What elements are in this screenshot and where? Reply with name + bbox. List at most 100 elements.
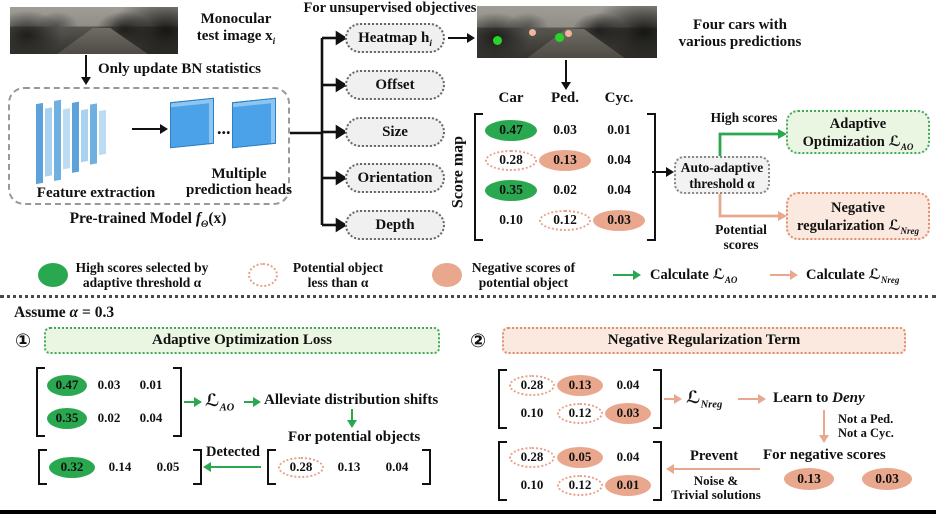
score-value: 0.04 bbox=[616, 448, 640, 464]
four-cars-label: Four cars with various predictions bbox=[678, 17, 802, 50]
score-value: 0.13 bbox=[337, 458, 361, 474]
arrow-down-icon bbox=[347, 409, 357, 428]
panel2-title: Negative Regularization Term bbox=[502, 327, 906, 354]
offset-box: Offset bbox=[345, 70, 445, 100]
high-scores-arrow-icon bbox=[718, 129, 787, 156]
score-value: 0.04 bbox=[616, 376, 640, 392]
score-value: 0.13 bbox=[784, 468, 834, 490]
pretrained-model-box bbox=[8, 87, 290, 205]
negative-score-legend-icon bbox=[432, 263, 462, 287]
monocular-test-image-label: Monocular test image xi bbox=[196, 11, 276, 47]
potential-detection-dot bbox=[529, 29, 536, 36]
score-value: 0.13 bbox=[539, 149, 591, 171]
prevent-matrix: 0.28 0.05 0.04 0.10 0.12 0.01 bbox=[498, 441, 662, 501]
arrow-down-icon bbox=[81, 55, 91, 85]
potential-objects-matrix: 0.28 0.13 0.04 bbox=[267, 449, 431, 485]
arrow-right-icon bbox=[132, 124, 168, 134]
score-value: 0.04 bbox=[385, 458, 409, 474]
score-value: 0.28 bbox=[509, 446, 555, 468]
arrow-right-icon bbox=[738, 394, 766, 404]
arrow-right-icon bbox=[448, 33, 475, 43]
potential-object-legend-icon bbox=[248, 263, 278, 287]
green-arrow-legend-icon bbox=[613, 270, 641, 280]
high-score-legend-label: High scores selected by adaptive threshol… bbox=[75, 260, 209, 290]
potential-detection-dot bbox=[565, 30, 572, 37]
pretrained-model-caption: Pre-trained Model fΘ(x) bbox=[69, 210, 227, 231]
score-value: 0.03 bbox=[553, 121, 577, 137]
score-value: 0.02 bbox=[97, 410, 121, 425]
score-value: 0.01 bbox=[607, 121, 631, 137]
assume-alpha-label: Assume α = 0.3 bbox=[14, 304, 115, 321]
lnreg-loss-label: ℒNreg bbox=[686, 388, 723, 411]
potential-scores-arrow-icon bbox=[718, 194, 787, 221]
section-divider bbox=[0, 295, 936, 298]
pink-arrow-legend-icon bbox=[770, 270, 798, 280]
score-value: 0.01 bbox=[139, 377, 163, 392]
arrow-right-icon bbox=[244, 397, 261, 407]
score-value: 0.35 bbox=[47, 408, 87, 429]
score-value: 0.13 bbox=[557, 374, 603, 396]
negative-regularization-box: Negative regularization ℒNreg bbox=[786, 192, 930, 240]
panel1-title: Adaptive Optimization Loss bbox=[44, 327, 440, 354]
not-ped-cyc-label: Not a Ped. Not a Cyc. bbox=[838, 412, 894, 440]
score-value: 0.28 bbox=[485, 149, 537, 171]
high-scores-matrix: 0.47 0.03 0.01 0.35 0.02 0.04 bbox=[36, 367, 182, 437]
car-detection-dot bbox=[493, 36, 502, 45]
heatmap-result-image bbox=[477, 6, 657, 58]
score-value: 0.04 bbox=[607, 151, 631, 167]
high-scores-label: High scores bbox=[710, 110, 778, 125]
score-value: 0.12 bbox=[557, 474, 603, 496]
score-value: 0.05 bbox=[156, 458, 180, 474]
auto-adaptive-threshold-box: Auto-adaptive threshold α bbox=[674, 156, 770, 194]
score-header-cyc: Cyc. bbox=[604, 90, 634, 106]
potential-scores-label: Potential scores bbox=[715, 222, 767, 252]
score-value: 0.28 bbox=[509, 374, 555, 396]
score-value: 0.03 bbox=[862, 468, 912, 490]
negative-score-chips: 0.13 0.03 bbox=[760, 467, 936, 491]
score-value: 0.28 bbox=[278, 456, 324, 478]
score-header-car: Car bbox=[498, 90, 524, 106]
branch-connector-lines bbox=[290, 30, 348, 233]
prediction-heads-label: Multiple prediction heads bbox=[186, 166, 292, 198]
learn-to-deny-label: Learn to Deny bbox=[773, 390, 865, 406]
panel2-number: ② bbox=[470, 330, 487, 352]
unsupervised-objectives-label: For unsupervised objectives bbox=[303, 0, 477, 16]
score-value: 0.47 bbox=[47, 375, 87, 396]
calculate-nreg-label: Calculate ℒNreg bbox=[806, 267, 900, 285]
prediction-head-1 bbox=[170, 97, 214, 149]
negative-scores-matrix: 0.28 0.13 0.04 0.10 0.12 0.03 bbox=[498, 369, 662, 429]
size-box: Size bbox=[345, 117, 445, 147]
score-map-headers: Car Ped. Cyc. bbox=[484, 90, 646, 107]
noise-trivial-label: Noise & Trivial solutions bbox=[671, 473, 761, 502]
feature-extraction-layers bbox=[36, 90, 106, 186]
score-map-matrix: 0.47 0.03 0.01 0.28 0.13 0.04 0.35 0.02 0.04 0.10… bbox=[474, 113, 656, 241]
feature-extraction-label: Feature extraction bbox=[36, 185, 156, 201]
score-value: 0.04 bbox=[607, 181, 631, 197]
score-value: 0.10 bbox=[520, 404, 544, 420]
for-potential-objects-label: For potential objects bbox=[288, 429, 421, 445]
negative-score-legend-label: Negative scores of potential object bbox=[471, 260, 576, 290]
score-value: 0.05 bbox=[557, 446, 603, 468]
bottom-rule bbox=[0, 510, 936, 514]
detected-label: Detected bbox=[206, 444, 260, 460]
score-value: 0.02 bbox=[553, 181, 577, 197]
car-detection-dot bbox=[555, 33, 564, 42]
detected-matrix: 0.32 0.14 0.05 bbox=[38, 449, 202, 485]
score-header-ped: Ped. bbox=[551, 90, 579, 106]
score-value: 0.10 bbox=[520, 476, 544, 492]
potential-object-legend-label: Potential object less than α bbox=[292, 260, 384, 290]
panel1-number: ① bbox=[15, 330, 32, 352]
score-value: 0.32 bbox=[49, 456, 95, 478]
score-value: 0.12 bbox=[557, 402, 603, 424]
lao-loss-label: ℒAO bbox=[205, 391, 235, 414]
score-value: 0.04 bbox=[139, 410, 163, 425]
arrow-right-icon bbox=[652, 167, 674, 177]
alleviate-shifts-label: Alleviate distribution shifts bbox=[264, 392, 439, 408]
arrow-right-icon bbox=[184, 397, 202, 407]
prevent-label: Prevent bbox=[690, 448, 739, 464]
arrow-left-icon bbox=[203, 462, 261, 472]
calculate-ao-label: Calculate ℒAO bbox=[650, 267, 738, 285]
score-value: 0.10 bbox=[499, 211, 523, 227]
depth-box: Depth bbox=[345, 210, 445, 240]
bn-statistics-label: Only update BN statistics bbox=[98, 61, 261, 77]
